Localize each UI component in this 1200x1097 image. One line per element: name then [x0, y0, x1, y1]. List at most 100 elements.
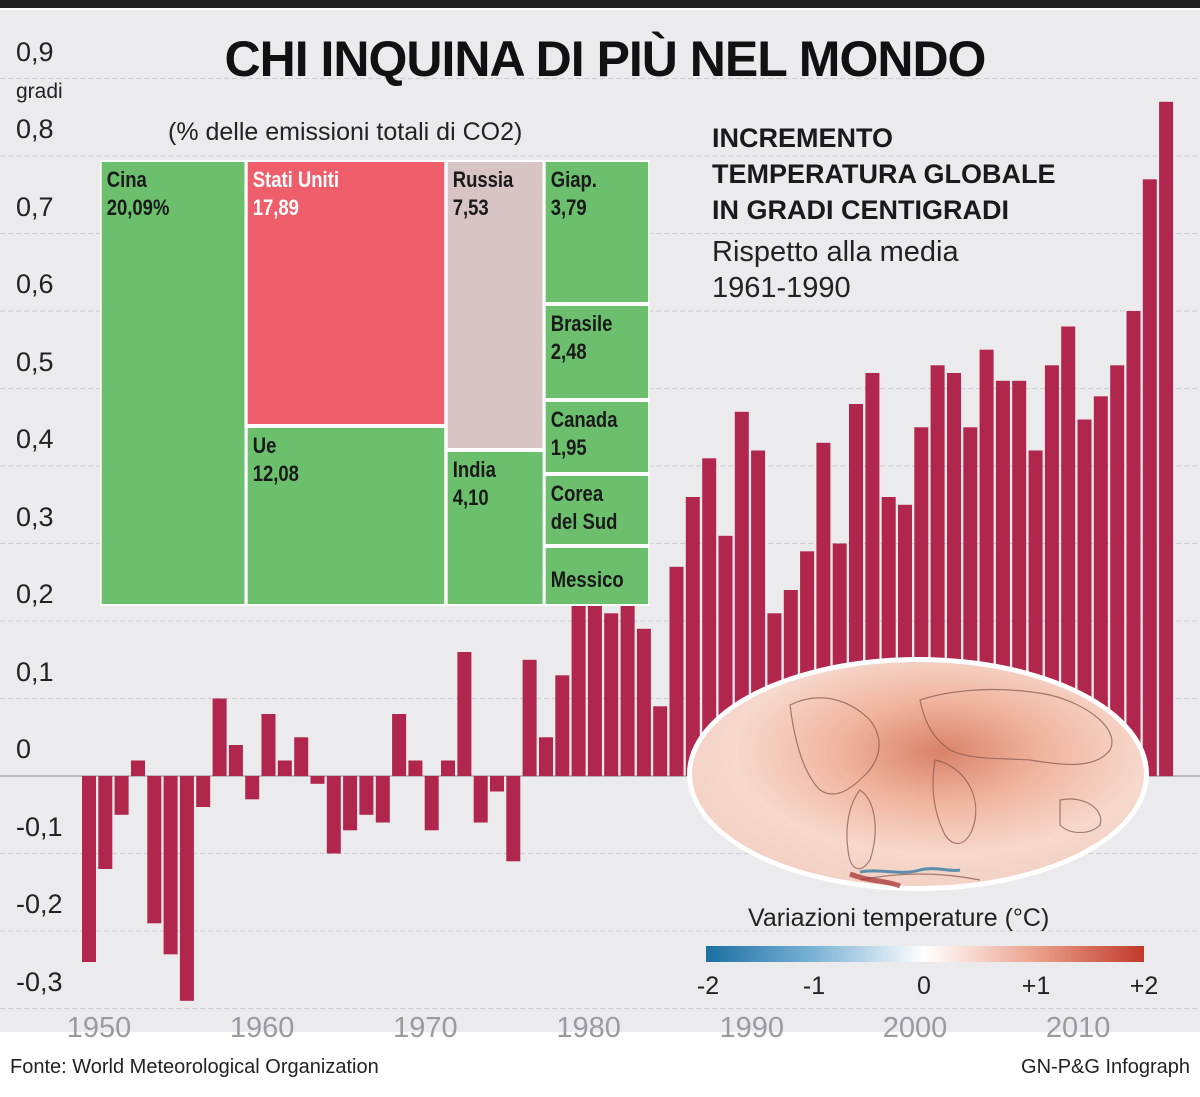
temperature-bar — [228, 745, 243, 776]
treemap-cell-name: Cina — [106, 167, 147, 192]
temperature-bar — [163, 776, 178, 955]
temperature-bar — [1159, 101, 1174, 777]
temperature-chart-subtitle: Rispetto alla media 1961-1990 — [712, 234, 959, 306]
temperature-bar — [245, 776, 260, 800]
treemap-cell-value: 7,53 — [452, 195, 489, 220]
temperature-bar — [196, 776, 211, 807]
temperature-bar — [522, 659, 537, 777]
x-tick-label: 1970 — [393, 1012, 458, 1044]
treemap-cell-name: Ue — [252, 433, 277, 458]
temperature-bar — [310, 776, 325, 784]
treemap-cell-value: 1,95 — [550, 435, 587, 460]
temperature-bar — [555, 675, 570, 777]
temperature-bar — [1077, 419, 1092, 776]
treemap-cell: Giap. 3,79 — [544, 160, 650, 304]
temperature-bar — [1110, 365, 1125, 777]
temperature-bar — [881, 497, 896, 776]
temperature-bar — [800, 551, 815, 777]
temperature-bar — [718, 535, 733, 777]
x-tick-label: 2000 — [882, 1012, 948, 1044]
treemap-cell: Canada 1,95 — [544, 400, 650, 474]
temperature-bar — [604, 613, 619, 777]
colorbar-label-min: -2 — [696, 972, 720, 1000]
temperature-bar — [359, 776, 374, 815]
y-axis-unit: gradi — [16, 80, 63, 103]
y-tick-label: 0,2 — [16, 579, 54, 609]
temperature-bar — [783, 590, 798, 776]
info-line-5: 1961-1990 — [712, 272, 851, 304]
temperature-bar — [131, 760, 145, 776]
x-tick-label: 1950 — [66, 1012, 132, 1044]
temperature-chart-title: INCREMENTO TEMPERATURA GLOBALE IN GRADI … — [712, 120, 1056, 228]
temperature-bar — [571, 582, 586, 777]
temperature-bar — [1126, 311, 1141, 776]
y-tick-label: 0,8 — [16, 114, 54, 144]
temperature-bar — [734, 411, 749, 777]
y-tick-label: -0,3 — [16, 966, 63, 997]
credit-note: GN-P&G Infograph — [1021, 1056, 1190, 1078]
treemap-cell-name: Messico — [550, 567, 624, 592]
temperature-bar — [212, 698, 227, 776]
temperature-bar — [669, 566, 684, 777]
colorbar-title: Variazioni temperature (°C) — [748, 904, 1050, 932]
temperature-bar — [930, 365, 945, 777]
temperature-bar — [963, 427, 978, 777]
temperature-bar — [326, 776, 341, 854]
temperature-bar — [685, 497, 700, 776]
treemap-cell: Corea del Sud — [544, 474, 650, 546]
y-tick-label: -0,2 — [16, 889, 63, 919]
temperature-bar — [343, 776, 358, 831]
treemap-cell: Stati Uniti 17,89 — [246, 160, 446, 426]
colorbar-label-max: +2 — [1129, 972, 1159, 1000]
info-line-2: TEMPERATURA GLOBALE — [712, 159, 1056, 189]
temperature-bar — [375, 776, 390, 823]
treemap-cell-name: Stati Uniti — [252, 167, 339, 192]
temperature-bar — [636, 628, 651, 777]
temperature-bar — [702, 458, 717, 777]
temperature-bar — [1093, 396, 1108, 777]
temperature-bar — [1028, 450, 1043, 776]
treemap-cell-value: 12,08 — [252, 461, 299, 486]
temperature-bar — [98, 776, 113, 869]
y-tick-label: 0,5 — [16, 346, 54, 377]
info-line-1: INCREMENTO — [712, 123, 894, 153]
temperature-bar — [82, 776, 96, 962]
y-tick-label: 0,3 — [16, 501, 54, 532]
treemap-cell: Brasile 2,48 — [544, 304, 650, 400]
temperature-bar — [473, 776, 488, 823]
treemap-cell-value: 4,10 — [452, 485, 489, 510]
temperature-bar — [979, 349, 994, 776]
temperature-bar — [457, 652, 472, 776]
x-tick-label: 2010 — [1045, 1012, 1111, 1044]
temperature-bar — [506, 776, 521, 862]
treemap-cell-name: Russia — [452, 167, 514, 192]
temperature-bar — [114, 776, 129, 815]
treemap-cell: Cina 20,09% — [100, 160, 246, 606]
temperature-bar — [277, 760, 292, 776]
temperature-bar — [587, 551, 602, 777]
temperature-bar — [1142, 179, 1157, 777]
temperature-bar — [898, 504, 912, 777]
temperature-bar — [424, 776, 439, 831]
temperature-bar — [490, 776, 504, 792]
treemap-cell: India 4,10 — [446, 450, 544, 606]
temperature-bar — [832, 543, 847, 776]
info-line-4: Rispetto alla media — [712, 236, 959, 268]
info-line-3: IN GRADI CENTIGRADI — [712, 195, 1009, 225]
temperature-bar — [147, 776, 162, 924]
treemap-cell-value: 2,48 — [550, 339, 587, 364]
temperature-bar — [441, 760, 455, 776]
x-tick-label: 1960 — [229, 1012, 295, 1044]
treemap-cell-name: India — [452, 457, 496, 482]
temperature-bar — [947, 373, 961, 776]
treemap-cell-name: Canada — [550, 407, 618, 432]
treemap-cell-name: Corea del Sud — [550, 481, 618, 534]
temperature-bar — [261, 714, 276, 776]
treemap-subtitle: (% delle emissioni totali di CO2) — [168, 118, 523, 146]
treemap-cell: Russia 7,53 — [446, 160, 544, 450]
colorbar-label-low: -1 — [802, 972, 826, 1000]
temperature-bar — [408, 760, 423, 776]
temperature-bar — [816, 442, 831, 777]
y-tick-label: 0,6 — [16, 269, 54, 299]
temperature-bar — [1012, 380, 1027, 777]
